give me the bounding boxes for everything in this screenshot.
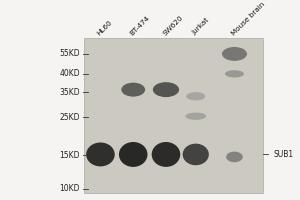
Text: 55KD: 55KD <box>60 49 80 58</box>
Text: 35KD: 35KD <box>60 88 80 97</box>
Ellipse shape <box>119 142 148 167</box>
Ellipse shape <box>121 83 145 97</box>
Text: Jurkat: Jurkat <box>191 17 211 36</box>
Ellipse shape <box>185 113 206 120</box>
Ellipse shape <box>153 82 179 97</box>
Text: 10KD: 10KD <box>60 184 80 193</box>
Text: HL60: HL60 <box>96 19 114 36</box>
Text: BT-474: BT-474 <box>129 14 151 36</box>
Ellipse shape <box>152 142 180 167</box>
Text: 25KD: 25KD <box>60 113 80 122</box>
Ellipse shape <box>86 142 115 166</box>
Text: Mouse brain: Mouse brain <box>230 1 266 36</box>
Ellipse shape <box>183 144 209 165</box>
Bar <box>84 38 263 193</box>
Ellipse shape <box>186 92 205 100</box>
Text: SW620: SW620 <box>162 14 184 36</box>
Ellipse shape <box>222 47 247 61</box>
Text: 15KD: 15KD <box>60 151 80 160</box>
Ellipse shape <box>226 152 243 162</box>
Ellipse shape <box>225 70 244 78</box>
Text: 40KD: 40KD <box>60 69 80 78</box>
Text: SUB1: SUB1 <box>274 150 294 159</box>
